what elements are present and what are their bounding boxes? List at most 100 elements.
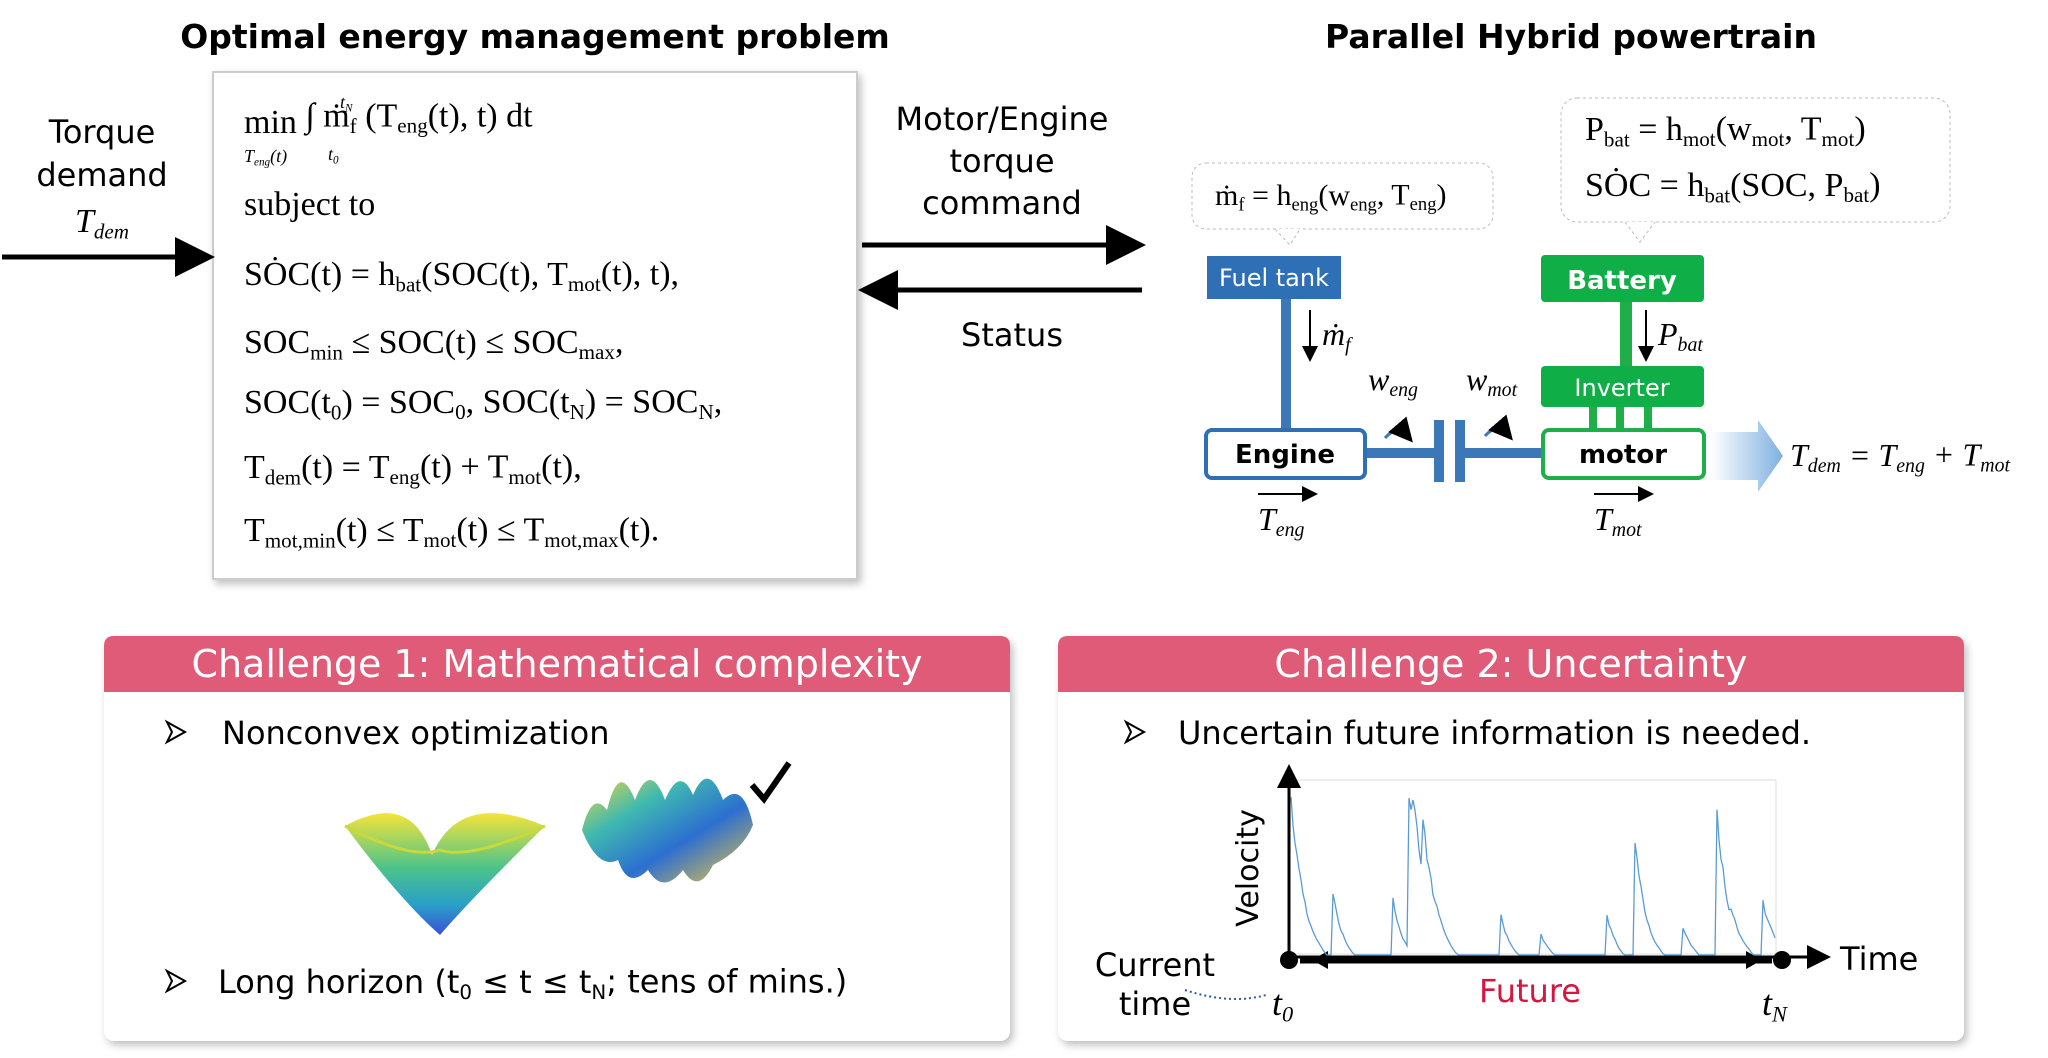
math-text: , T xyxy=(1377,179,1410,212)
math: Tmot xyxy=(1594,501,1642,541)
subscript: N xyxy=(591,981,606,1004)
subscript: mot xyxy=(1822,127,1855,151)
math: subject to xyxy=(244,186,375,223)
math-text: (T xyxy=(357,97,398,134)
math-text: (t) = T xyxy=(301,449,390,486)
math-text: w xyxy=(1368,361,1390,397)
math-text: t xyxy=(1272,983,1283,1023)
label: Status xyxy=(961,316,1063,354)
battery-box xyxy=(1541,255,1704,302)
math: Tdem(t) = Teng(t) + Tmot(t), xyxy=(244,449,582,490)
subscript: mot xyxy=(424,528,457,552)
math-text: , xyxy=(714,383,723,420)
subscript: eng xyxy=(397,114,428,138)
math: SOC(t0) = SOC0, SOC(tN) = SOCN, xyxy=(244,383,722,424)
label: Inverter xyxy=(1574,374,1669,402)
subscript: mot xyxy=(1612,519,1642,541)
math: Pbat xyxy=(1657,316,1703,356)
inverter-box xyxy=(1541,366,1704,407)
math-text: (w xyxy=(1318,179,1350,212)
subscript: mot xyxy=(1752,127,1785,151)
tN-dot xyxy=(1773,951,1791,969)
subscript: bat xyxy=(1843,183,1869,207)
output-arrow xyxy=(1711,420,1783,492)
math-text: ) = SOC xyxy=(585,384,699,421)
math-text: (t), t) dt xyxy=(428,97,533,134)
math-text: T xyxy=(244,512,265,549)
math-text: (t), t), xyxy=(601,256,679,293)
subscript: mot,max xyxy=(544,528,619,552)
label: Current xyxy=(1095,946,1215,984)
math-text: ) = SOC xyxy=(341,384,455,421)
subscript: eng xyxy=(254,156,271,168)
label: Velocity xyxy=(1231,809,1266,927)
check-mark xyxy=(749,761,792,804)
math-text: ≤ t ≤ t xyxy=(472,963,591,1001)
subscript: bat xyxy=(395,272,421,296)
engine-box xyxy=(1204,428,1367,480)
math-text: subject to xyxy=(244,186,375,223)
math-text: , T xyxy=(1784,111,1821,148)
math-text: ≤ SOC(t) ≤ SOC xyxy=(343,324,579,361)
math-text: t xyxy=(340,92,346,112)
velocity-trace xyxy=(1290,796,1776,956)
math-text: ṁ xyxy=(1215,179,1238,212)
battery-bubble xyxy=(1560,97,1951,223)
subscript: N xyxy=(344,102,353,114)
subscript: eng xyxy=(1410,194,1437,215)
math: Long horizon (t0 ≤ t ≤ tN; tens of mins.… xyxy=(218,963,847,1004)
clutch xyxy=(1455,420,1465,482)
fuel-tank-box xyxy=(1207,256,1341,299)
math-text: T xyxy=(1594,501,1614,537)
math-text: , SOC(t xyxy=(466,384,570,421)
subscript: 0 xyxy=(331,400,342,424)
label: Engine xyxy=(1235,440,1335,470)
math-text: SOC(t xyxy=(244,384,331,421)
subscript: mot xyxy=(568,272,601,296)
math: min ∫ ṁf (Teng(t), t) dt xyxy=(244,97,533,141)
subscript: eng xyxy=(390,465,421,489)
subscript: eng xyxy=(1389,379,1418,401)
engine-bubble xyxy=(1191,162,1494,230)
math: SOCmin ≤ SOC(t) ≤ SOCmax, xyxy=(244,324,623,365)
clutch xyxy=(1434,420,1444,482)
math-text: P xyxy=(1657,316,1678,352)
subscript: dem xyxy=(94,219,129,243)
subscript: N xyxy=(570,400,585,424)
subscript: 0 xyxy=(1282,1002,1293,1027)
math-text: (t). xyxy=(619,512,660,549)
label: time xyxy=(1119,985,1191,1023)
label: Time xyxy=(1839,940,1918,978)
math-text: Nonconvex optimization xyxy=(222,714,610,752)
math-text: + T xyxy=(1925,437,1983,473)
subscript: bat xyxy=(1678,334,1704,356)
math: Teng xyxy=(1258,501,1305,541)
math-text: (t), xyxy=(541,449,582,486)
math: wmot xyxy=(1466,361,1518,401)
subscript: dem xyxy=(265,465,302,489)
subscript: mot xyxy=(1487,379,1517,401)
bullet xyxy=(164,968,188,994)
math-text: ) xyxy=(1854,110,1865,147)
bullet xyxy=(164,719,188,745)
subscript: f xyxy=(1238,195,1245,216)
math-text: P xyxy=(1585,111,1604,148)
math: weng xyxy=(1368,361,1418,401)
subscript: mot xyxy=(1980,455,2010,477)
math-text: t xyxy=(328,144,334,164)
math: tN xyxy=(1762,983,1788,1027)
math-text: t xyxy=(1762,983,1773,1023)
subscript: 0 xyxy=(459,981,472,1004)
label: torque xyxy=(950,142,1055,180)
math-text: (SOC(t), T xyxy=(421,256,568,293)
math-text: SOC xyxy=(244,324,310,361)
math-text: , xyxy=(615,324,624,361)
subscript: bat xyxy=(1604,127,1630,151)
math-text: ; tens of mins.) xyxy=(606,963,847,1001)
math: tN xyxy=(340,92,353,114)
subscript: mot,min xyxy=(265,528,336,552)
math: t0 xyxy=(328,144,339,166)
math: SȮC(t) = hbat(SOC(t), Tmot(t), t), xyxy=(244,256,679,297)
math: ṁf xyxy=(1322,316,1353,356)
math: Tdem xyxy=(75,203,129,243)
